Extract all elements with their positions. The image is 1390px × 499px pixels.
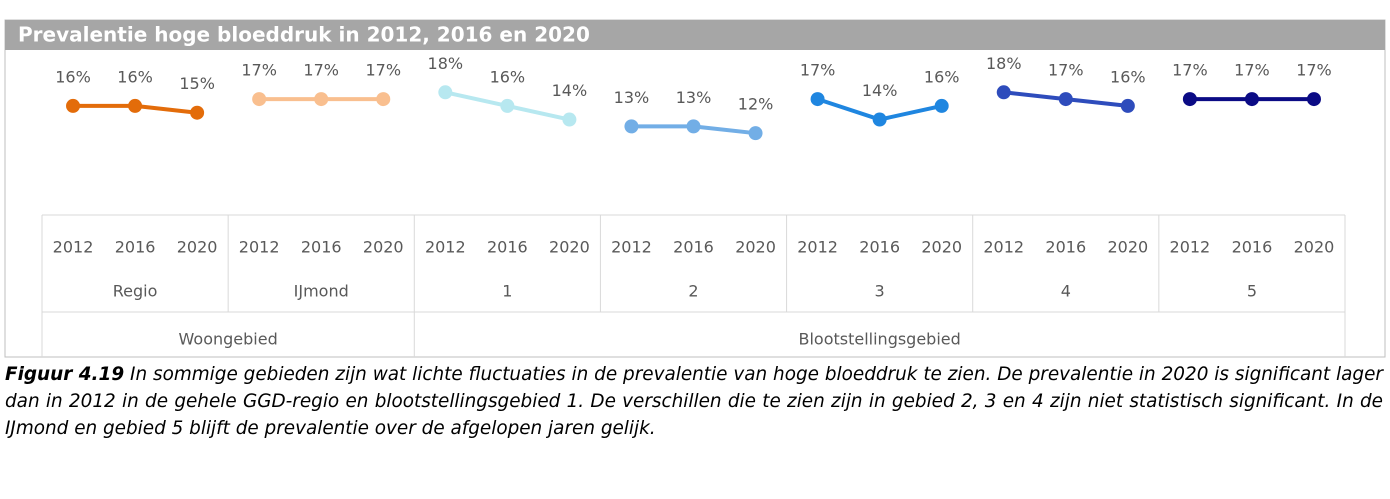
point — [934, 98, 949, 113]
x-tick-label: 2012 — [797, 238, 838, 257]
data-label: 16% — [117, 67, 153, 86]
x-tick-label: 2012 — [425, 238, 466, 257]
point — [66, 98, 81, 113]
point — [624, 119, 639, 134]
x-tick-label: 2020 — [363, 238, 404, 257]
point — [996, 85, 1011, 100]
point — [1182, 92, 1197, 107]
data-label: 18% — [428, 54, 464, 73]
data-label: 15% — [179, 74, 215, 93]
x-tick-label: 2012 — [983, 238, 1024, 257]
data-label: 17% — [1234, 61, 1270, 80]
data-label: 16% — [1110, 67, 1146, 86]
caption-text: In sommige gebieden zijn wat lichte fluc… — [5, 364, 1383, 439]
group-label: 5 — [1247, 282, 1257, 301]
title-bar — [5, 20, 1385, 50]
point — [1120, 98, 1135, 113]
data-label: 17% — [1296, 61, 1332, 80]
data-label: 17% — [1172, 61, 1208, 80]
x-tick-label: 2012 — [53, 238, 94, 257]
x-tick-label: 2016 — [673, 238, 714, 257]
area-label: Blootstellingsgebied — [798, 330, 960, 349]
x-tick-label: 2016 — [301, 238, 342, 257]
point — [438, 85, 453, 100]
data-label: 12% — [738, 95, 774, 114]
data-label: 17% — [303, 61, 339, 80]
point — [748, 126, 763, 141]
x-tick-label: 2020 — [549, 238, 590, 257]
group-label: Regio — [113, 282, 158, 301]
point — [500, 98, 515, 113]
caption: Figuur 4.19 In sommige gebieden zijn wat… — [5, 361, 1383, 442]
point — [1058, 92, 1073, 107]
chart: Prevalentie hoge bloeddruk in 2012, 2016… — [4, 19, 1386, 358]
point — [376, 92, 391, 107]
data-label: 17% — [1048, 61, 1084, 80]
x-tick-label: 2016 — [115, 238, 156, 257]
x-tick-label: 2020 — [1294, 238, 1335, 257]
x-tick-label: 2012 — [1170, 238, 1211, 257]
data-label: 18% — [986, 54, 1022, 73]
chart-frame — [4, 19, 1386, 358]
x-tick-label: 2016 — [487, 238, 528, 257]
x-tick-label: 2016 — [1232, 238, 1273, 257]
area-label: Woongebied — [179, 330, 278, 349]
data-label: 16% — [490, 67, 526, 86]
point — [686, 119, 701, 134]
data-label: 17% — [365, 61, 401, 80]
data-label: 14% — [862, 81, 898, 100]
x-tick-label: 2016 — [1045, 238, 1086, 257]
point — [872, 112, 887, 127]
data-label: 13% — [676, 88, 712, 107]
chart-title: Prevalentie hoge bloeddruk in 2012, 2016… — [18, 23, 590, 47]
data-label: 17% — [800, 61, 836, 80]
data-label: 17% — [241, 61, 277, 80]
point — [1306, 92, 1321, 107]
data-label: 16% — [924, 67, 960, 86]
data-label: 13% — [614, 88, 650, 107]
data-label: 14% — [552, 81, 588, 100]
point — [810, 92, 825, 107]
x-tick-label: 2020 — [921, 238, 962, 257]
point — [190, 105, 205, 120]
x-tick-label: 2020 — [177, 238, 218, 257]
point — [252, 92, 267, 107]
group-label: 4 — [1061, 282, 1071, 301]
caption-label: Figuur 4.19 — [5, 364, 125, 385]
group-label: 3 — [875, 282, 885, 301]
group-label: 1 — [502, 282, 512, 301]
x-tick-label: 2020 — [735, 238, 776, 257]
group-label: IJmond — [294, 282, 349, 301]
data-label: 16% — [55, 67, 91, 86]
x-tick-label: 2020 — [1107, 238, 1148, 257]
x-tick-label: 2012 — [239, 238, 280, 257]
point — [128, 98, 143, 113]
point — [562, 112, 577, 127]
x-tick-label: 2012 — [611, 238, 652, 257]
group-label: 2 — [688, 282, 698, 301]
x-tick-label: 2016 — [859, 238, 900, 257]
point — [314, 92, 329, 107]
point — [1244, 92, 1259, 107]
